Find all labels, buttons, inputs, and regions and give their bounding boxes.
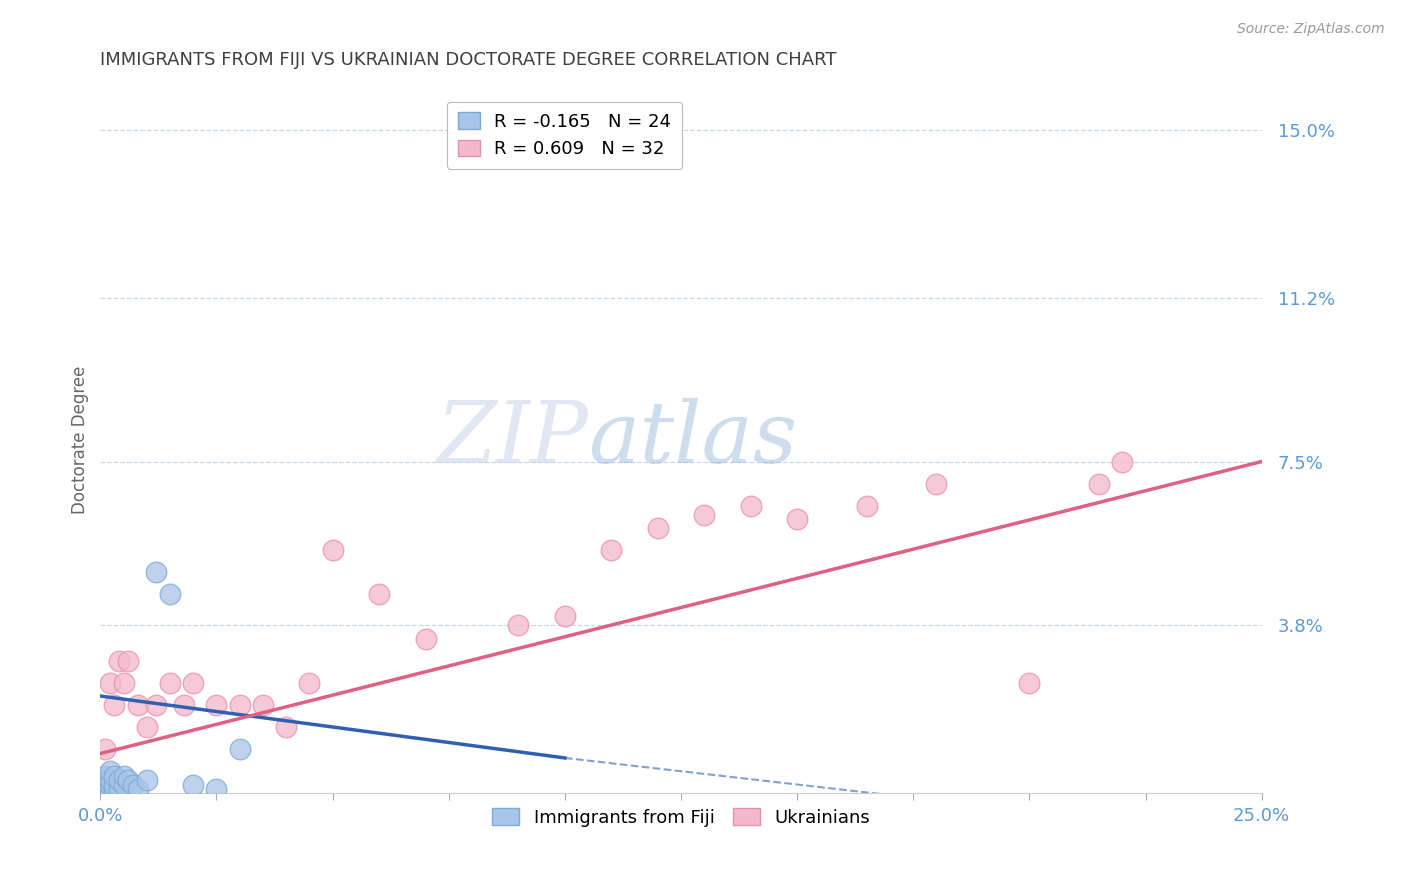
Point [228, 698, 250, 712]
Point [1088, 476, 1111, 491]
Point [108, 654, 131, 668]
Point [103, 781, 125, 796]
Point [173, 698, 195, 712]
Point [925, 476, 948, 491]
Point [103, 698, 125, 712]
Point [135, 773, 157, 788]
Point [786, 512, 808, 526]
Point [98, 773, 121, 788]
Point [205, 781, 228, 796]
Point [145, 565, 167, 579]
Point [117, 654, 139, 668]
Point [856, 499, 879, 513]
Point [415, 632, 437, 646]
Point [159, 587, 181, 601]
Point [98, 781, 121, 796]
Point [600, 543, 623, 558]
Point [1111, 454, 1133, 468]
Text: Source: ZipAtlas.com: Source: ZipAtlas.com [1237, 22, 1385, 37]
Point [94, 777, 117, 791]
Point [205, 698, 228, 712]
Point [368, 587, 391, 601]
Point [98, 777, 121, 791]
Point [298, 675, 321, 690]
Point [135, 720, 157, 734]
Point [252, 698, 274, 712]
Point [117, 773, 139, 788]
Y-axis label: Doctorate Degree: Doctorate Degree [72, 365, 89, 514]
Point [181, 675, 204, 690]
Text: IMMIGRANTS FROM FIJI VS UKRAINIAN DOCTORATE DEGREE CORRELATION CHART: IMMIGRANTS FROM FIJI VS UKRAINIAN DOCTOR… [100, 51, 837, 69]
Text: atlas: atlas [588, 398, 797, 481]
Point [112, 675, 135, 690]
Point [322, 543, 344, 558]
Point [112, 777, 135, 791]
Legend: Immigrants from Fiji, Ukrainians: Immigrants from Fiji, Ukrainians [485, 801, 877, 834]
Point [145, 698, 167, 712]
Point [159, 675, 181, 690]
Point [228, 742, 250, 756]
Point [1018, 675, 1040, 690]
Point [122, 777, 145, 791]
Point [647, 521, 669, 535]
Point [508, 618, 530, 632]
Point [276, 720, 298, 734]
Point [103, 777, 125, 791]
Point [98, 675, 121, 690]
Point [693, 508, 716, 522]
Point [108, 781, 131, 796]
Point [108, 773, 131, 788]
Point [127, 781, 149, 796]
Point [94, 769, 117, 783]
Point [98, 764, 121, 779]
Point [103, 769, 125, 783]
Point [112, 769, 135, 783]
Point [181, 777, 204, 791]
Point [94, 781, 117, 796]
Point [127, 698, 149, 712]
Point [94, 773, 117, 788]
Point [94, 742, 117, 756]
Point [740, 499, 762, 513]
Point [554, 609, 576, 624]
Text: ZIP: ZIP [436, 398, 588, 481]
